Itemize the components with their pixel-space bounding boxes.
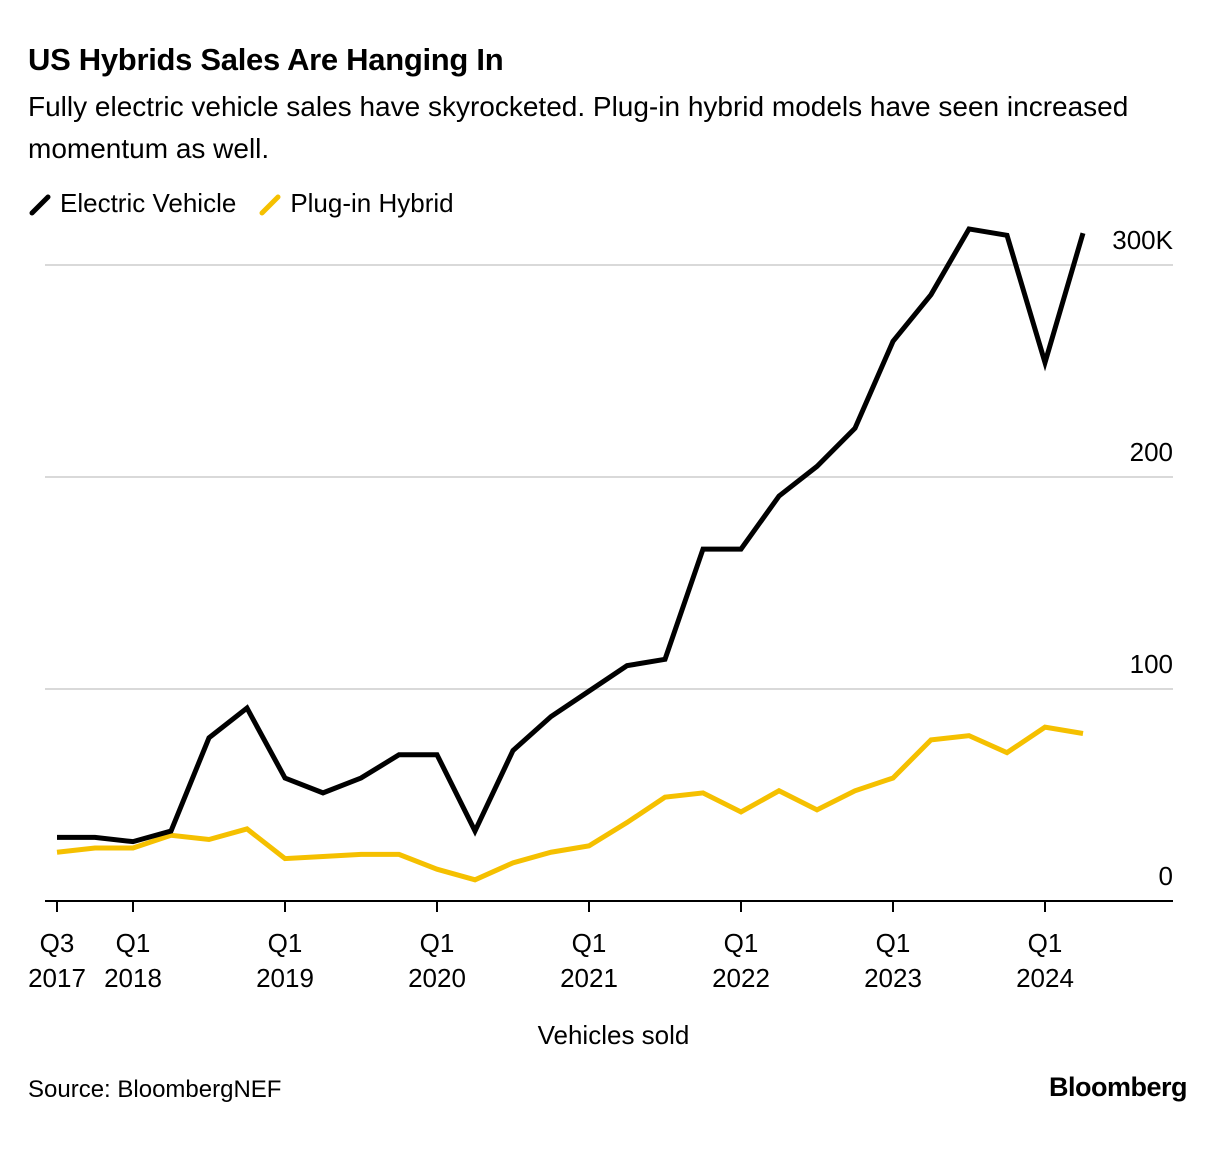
chart-title: US Hybrids Sales Are Hanging In — [28, 42, 504, 77]
y-tick-label: 200 — [1130, 437, 1173, 467]
x-tick-label: Q1 2019 — [256, 928, 314, 993]
legend-swatch-line — [29, 194, 51, 215]
source: Source: BloombergNEF — [28, 1076, 282, 1103]
series-line — [56, 724, 1084, 883]
legend-item: Plug-in Hybrid — [258, 188, 454, 219]
legend: Electric Vehicle Plug-in Hybrid — [28, 188, 454, 219]
legend-swatch — [29, 194, 51, 215]
y-tick-label: 300K — [1112, 225, 1173, 255]
brand: Bloomberg — [1048, 1072, 1188, 1102]
series-line — [57, 226, 1086, 845]
x-tick-label: Q1 2022 — [712, 928, 770, 993]
y-tick-label: 100 — [1130, 649, 1173, 679]
y-tick-label: 0 — [1159, 861, 1173, 891]
x-tick-label: Q1 2018 — [104, 928, 162, 993]
legend-label: Electric Vehicle — [60, 188, 237, 218]
chart-subtitle: Fully electric vehicle sales have skyroc… — [28, 91, 1129, 164]
x-tick-label: Q1 2023 — [864, 928, 922, 993]
x-tick-label: Q1 2024 — [1016, 928, 1074, 993]
x-tick-label: Q1 2020 — [408, 928, 466, 993]
x-axis-title: Vehicles sold — [537, 1020, 690, 1050]
legend-swatch-line — [259, 194, 281, 215]
legend-label: Plug-in Hybrid — [290, 188, 454, 218]
legend-swatch — [259, 194, 281, 215]
x-tick-label: Q3 2017 — [28, 928, 86, 993]
x-tick-label: Q1 2021 — [560, 928, 618, 993]
legend-item: Electric Vehicle — [28, 188, 236, 219]
